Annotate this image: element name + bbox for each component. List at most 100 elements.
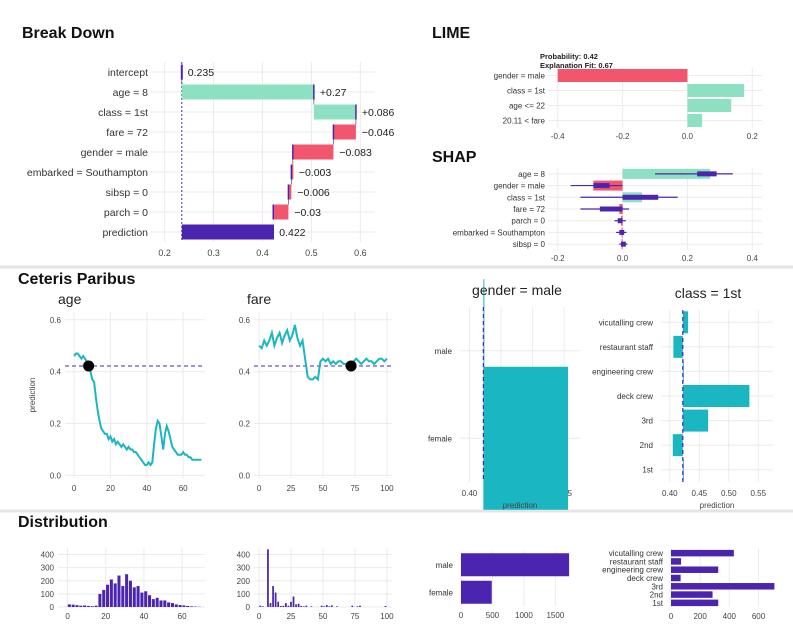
row-label: age <= 22 <box>509 102 546 111</box>
bar <box>461 553 570 577</box>
panel-title: age <box>58 291 82 307</box>
cp-age-chart: 0 20 40 60 0.0 0.2 0.4 0.6 age prediction <box>28 291 205 493</box>
row-label: gender = male <box>494 72 546 81</box>
histogram-bar <box>136 586 140 607</box>
x-tick-label: 20 <box>106 484 115 493</box>
bar <box>313 104 356 120</box>
distribution-gender-chart: 0 500 1000 1500 male female <box>429 551 570 620</box>
histogram-bar <box>290 601 292 607</box>
shap-chart: -0.2 0.0 0.2 0.4 age = 8 gender = male class =… <box>453 168 762 263</box>
x-tick-label: 100 <box>380 612 394 621</box>
bar <box>333 124 356 140</box>
histogram-bar <box>384 605 387 607</box>
x-tick-label: 60 <box>179 484 188 493</box>
histogram-bar <box>128 580 132 607</box>
bar <box>557 69 688 82</box>
histogram-bar <box>155 597 159 607</box>
category-label: deck crew <box>627 574 663 583</box>
x-tick-label: 0.2 <box>747 132 759 141</box>
histogram-bar <box>106 584 110 607</box>
explanation-fit-label: Explanation Fit: 0.67 <box>540 61 613 70</box>
histogram-bar <box>90 606 94 607</box>
x-tick-label: 400 <box>723 612 737 621</box>
histogram-bar <box>86 605 90 607</box>
x-tick-label: 500 <box>486 611 500 620</box>
bar <box>291 164 294 180</box>
category-label: 1st <box>652 599 663 608</box>
histogram-bar <box>328 606 331 607</box>
histogram-bar <box>67 604 71 607</box>
histogram-bar <box>272 586 274 607</box>
x-tick-label: 0.45 <box>692 489 708 498</box>
histogram-bar <box>83 605 87 607</box>
y-tick-label: 100 <box>41 590 55 599</box>
x-tick-label: 1500 <box>546 611 564 620</box>
section-title-shap: SHAP <box>432 149 477 166</box>
bar <box>288 184 292 200</box>
iqr-box <box>619 229 625 235</box>
histogram-bar <box>277 601 280 607</box>
histogram-bar <box>98 593 102 607</box>
histogram-bar <box>117 575 121 607</box>
x-tick-label: 100 <box>380 484 394 493</box>
x-tick-label: 40 <box>139 612 148 621</box>
histogram-bar <box>351 605 354 607</box>
probability-label: Probability: 0.42 <box>540 52 598 61</box>
histogram-bar <box>261 606 264 607</box>
category-label: vicutalling crew <box>609 549 663 558</box>
bar <box>671 549 734 557</box>
section-title-ceteris-paribus: Ceteris Paribus <box>18 271 135 288</box>
y-tick-label: 0 <box>246 603 251 612</box>
histogram-bar <box>325 605 328 607</box>
bar <box>673 335 683 358</box>
bar <box>671 591 713 598</box>
iqr-box <box>697 171 717 177</box>
iqr-box <box>620 241 626 247</box>
histogram-bar <box>287 605 290 607</box>
bar <box>671 583 775 590</box>
row-label: 20.11 < fare <box>503 117 546 126</box>
row-label: intercept <box>108 67 148 79</box>
row-label: embarked = Southampton <box>27 167 148 179</box>
bar <box>181 84 314 100</box>
x-tick-label: 0.5 <box>305 248 318 258</box>
value-label: 0.235 <box>188 67 214 79</box>
x-tick-label: 0 <box>669 612 674 621</box>
x-tick-label: 0.2 <box>682 254 694 263</box>
x-tick-label: 0.50 <box>721 489 737 498</box>
x-tick-label: 0.0 <box>682 132 694 141</box>
value-label: −0.046 <box>362 127 395 139</box>
histogram-bar <box>323 606 326 607</box>
y-tick-label: 300 <box>237 564 251 573</box>
bar <box>682 409 709 432</box>
y-tick-label: 200 <box>237 577 251 586</box>
category-label: female <box>429 588 454 597</box>
y-tick-label: 0.4 <box>50 368 62 377</box>
histogram-bar <box>359 605 361 607</box>
x-tick-label: 60 <box>178 612 187 621</box>
histogram-bar <box>102 589 106 607</box>
x-tick-label: 0.3 <box>207 248 220 258</box>
histogram-bar <box>336 606 338 607</box>
histogram-bar <box>109 579 113 607</box>
histogram-bar <box>144 591 148 607</box>
distribution-fare-chart: 0 25 50 75 100 0 100 200 300 400 <box>237 548 394 621</box>
x-tick-label: 40 <box>142 484 151 493</box>
break-down-chart: 0.2 0.3 0.4 0.5 0.6 intercept 0.235 age = 8 +0.2… <box>27 62 395 258</box>
bar <box>181 224 274 240</box>
x-tick-label: 50 <box>319 612 328 621</box>
histogram-bar <box>159 600 163 607</box>
iqr-box <box>617 218 623 224</box>
x-axis-title: prediction <box>503 501 538 510</box>
x-tick-label: 50 <box>319 484 328 493</box>
row-label: parch = 0 <box>104 207 148 219</box>
histogram-bar <box>148 595 152 607</box>
y-tick-label: 400 <box>237 551 251 560</box>
row-label: gender = male <box>494 182 546 191</box>
histogram-bar <box>269 603 272 607</box>
observation-point <box>345 360 357 372</box>
x-tick-label: 0.6 <box>354 248 367 258</box>
bar <box>672 434 683 457</box>
